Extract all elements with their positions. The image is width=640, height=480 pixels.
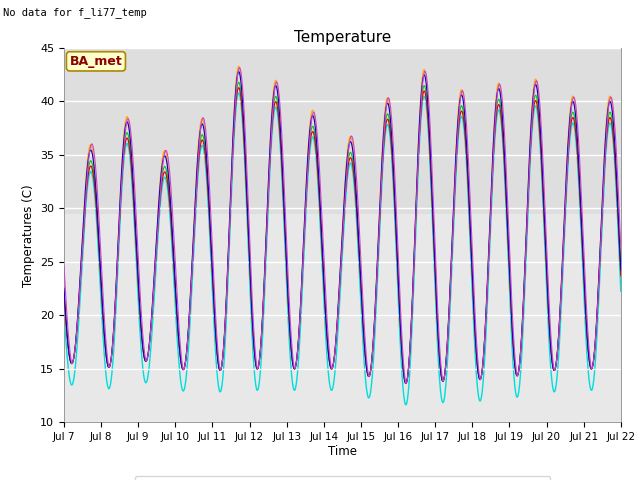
- Title: Temperature: Temperature: [294, 30, 391, 46]
- Y-axis label: Temperatures (C): Temperatures (C): [22, 184, 35, 287]
- Text: No data for f_li77_temp: No data for f_li77_temp: [3, 7, 147, 18]
- Legend: AirT, PanelT, AM25T_PRT, li75_t, Tsonic, NR01_PRT: AirT, PanelT, AM25T_PRT, li75_t, Tsonic,…: [135, 476, 550, 480]
- Bar: [64, 48, 621, 214]
- Text: BA_met: BA_met: [70, 55, 122, 68]
- X-axis label: Time: Time: [328, 445, 357, 458]
